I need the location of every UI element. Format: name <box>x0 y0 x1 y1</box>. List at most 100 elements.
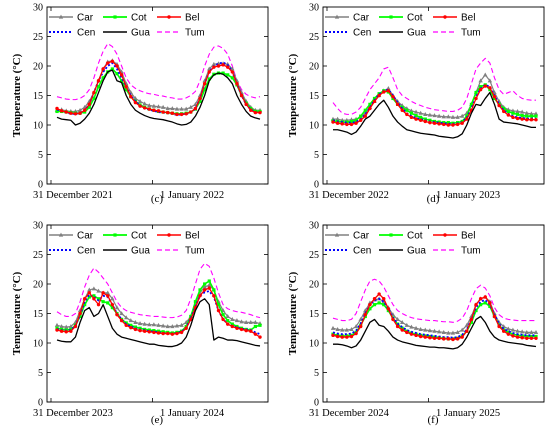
legend-item-cot: Cot <box>379 231 423 242</box>
marker-cot-15 <box>124 88 128 92</box>
marker-cot-20 <box>423 117 427 121</box>
legend-item-tum: Tum <box>157 28 205 39</box>
y-tick-label: 5 <box>38 368 43 379</box>
marker-bel-legend <box>167 15 171 19</box>
marker-car-0 <box>54 322 60 327</box>
marker-bel-19 <box>142 329 147 333</box>
legend-item-bel: Bel <box>433 13 475 24</box>
marker-car-40 <box>239 319 244 324</box>
marker-cot-19 <box>419 115 423 119</box>
marker-car-20 <box>147 322 152 327</box>
marker-car-18 <box>137 321 143 326</box>
marker-bel-28 <box>184 112 188 116</box>
marker-car-21 <box>151 103 157 108</box>
y-tick-label: 30 <box>33 221 43 232</box>
marker-car-18 <box>137 99 143 103</box>
marker-bel-28 <box>184 326 188 330</box>
marker-cot-20 <box>147 328 151 332</box>
marker-bel-27 <box>179 330 184 335</box>
marker-cot-31 <box>198 99 202 103</box>
marker-car-43 <box>529 111 534 116</box>
legend-item-cot: Cot <box>103 13 147 24</box>
marker-car-legend <box>58 232 64 237</box>
marker-bel-22 <box>432 336 437 340</box>
marker-bel-23 <box>437 122 441 126</box>
marker-bel-13 <box>391 94 395 99</box>
y-tick-label: 20 <box>33 280 43 291</box>
marker-bel-legend <box>167 233 171 237</box>
marker-cot-41 <box>520 113 524 118</box>
legend-item-gua: Gua <box>103 246 150 257</box>
marker-cot-0 <box>55 326 59 330</box>
y-axis-label: Temperature (°C) <box>11 53 23 137</box>
marker-cot-40 <box>515 112 520 116</box>
marker-cot-32 <box>203 88 207 92</box>
marker-bel-4 <box>349 334 354 339</box>
marker-cot-44 <box>534 114 538 118</box>
marker-cot-9 <box>372 96 377 101</box>
marker-car-26 <box>450 114 456 119</box>
legend-item-cot: Cot <box>103 231 147 242</box>
marker-cot-24 <box>442 121 446 125</box>
marker-bel-34 <box>488 86 492 90</box>
legend-label: Cot <box>407 13 423 24</box>
y-tick-label: 25 <box>33 32 43 43</box>
date-label-start: 31 December 2024 <box>309 408 390 419</box>
marker-bel-20 <box>147 330 151 334</box>
marker-car-21 <box>427 112 433 117</box>
marker-bel-5 <box>354 331 358 336</box>
marker-bel-8 <box>92 90 96 95</box>
marker-bel-37 <box>226 65 230 69</box>
marker-cot-35 <box>492 96 497 101</box>
marker-bel-8 <box>92 297 96 301</box>
date-label-start: 31 December 2021 <box>33 190 113 201</box>
series-bel-markers <box>331 84 538 127</box>
marker-cot-5 <box>354 118 358 122</box>
marker-cot-33 <box>483 301 487 305</box>
date-label-next: 1 January 2024 <box>160 408 225 419</box>
marker-bel-9 <box>372 99 377 104</box>
y-tick-label: 10 <box>33 339 43 350</box>
marker-car-40 <box>515 328 520 333</box>
marker-bel-6 <box>358 118 363 122</box>
marker-car-22 <box>156 322 161 327</box>
marker-car-27 <box>179 322 184 327</box>
marker-bel-44 <box>258 110 262 115</box>
marker-bel-23 <box>161 110 165 114</box>
marker-car-23 <box>160 104 166 109</box>
marker-car-37 <box>225 314 230 319</box>
marker-bel-3 <box>69 329 73 333</box>
marker-cot-43 <box>253 324 257 329</box>
marker-bel-31 <box>474 302 478 307</box>
legend: Car Cot Bel Cen Gua Tum <box>325 231 481 257</box>
marker-bel-24 <box>166 331 170 336</box>
y-tick-label: 0 <box>38 180 43 191</box>
marker-cot-14 <box>119 79 124 83</box>
plot-frame <box>322 6 545 185</box>
marker-cot-legend <box>389 15 393 19</box>
marker-bel-26 <box>451 123 455 127</box>
marker-bel-24 <box>166 110 170 115</box>
legend-label: Gua <box>407 246 426 257</box>
marker-car-12 <box>110 296 115 301</box>
marker-bel-8 <box>368 302 372 307</box>
marker-bel-36 <box>497 103 501 108</box>
marker-cot-legend <box>113 15 117 19</box>
marker-bel-43 <box>253 332 258 336</box>
legend-label: Cen <box>353 28 371 39</box>
y-tick-label: 20 <box>33 62 43 73</box>
marker-bel-25 <box>170 111 175 115</box>
legend-item-bel: Bel <box>433 231 475 242</box>
legend: Car Cot Bel Cen Gua Tum <box>49 13 205 39</box>
marker-bel-30 <box>469 317 474 322</box>
marker-bel-12 <box>386 89 391 93</box>
marker-cot-10 <box>101 300 105 304</box>
panel-label: (e) <box>151 414 164 426</box>
marker-car-2 <box>64 324 69 329</box>
marker-cot-35 <box>216 303 221 307</box>
marker-bel-18 <box>138 328 142 333</box>
marker-bel-16 <box>405 330 409 335</box>
marker-bel-10 <box>377 292 381 296</box>
marker-bel-29 <box>189 110 193 114</box>
